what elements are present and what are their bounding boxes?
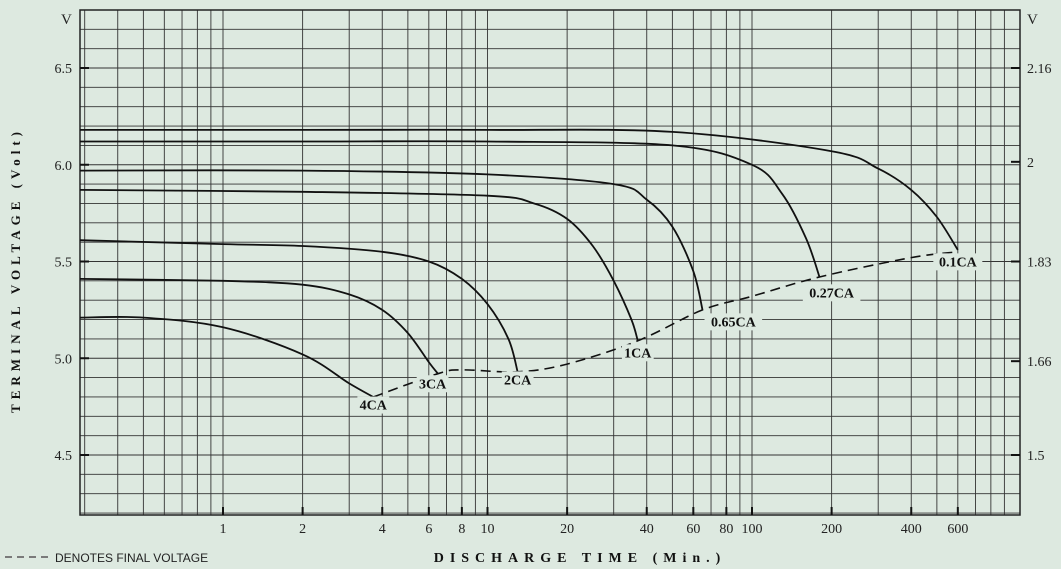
x-tick-label: 400 bbox=[901, 522, 922, 537]
axis-ticks: 1 2 4 6 8 10 20 40 60 80 100 200 400 600 4.5 5.0 5.5 6.0 6… bbox=[55, 62, 1052, 537]
curve-label: 2CA bbox=[504, 373, 532, 388]
curve-label-bg bbox=[357, 396, 390, 414]
x-tick-label: 60 bbox=[686, 522, 700, 537]
curve-label: 4CA bbox=[360, 399, 388, 414]
curve-label-bg bbox=[621, 344, 654, 362]
curve-labels: 4CA 3CA 2CA 1CA 0.65CA 0.27CA 0.1CA bbox=[357, 253, 983, 414]
y-tick-label-left: 6.5 bbox=[55, 62, 73, 77]
x-tick-label: 2 bbox=[299, 522, 306, 537]
y-unit-right: V bbox=[1027, 12, 1038, 28]
plot-frame bbox=[79, 9, 1021, 516]
x-axis-label: DISCHARGE TIME (Min.) bbox=[434, 551, 727, 566]
x-tick-label: 8 bbox=[458, 522, 465, 537]
x-tick-label: 1 bbox=[220, 522, 227, 537]
y-tick-label-right: 2 bbox=[1027, 156, 1034, 171]
y-unit-left: V bbox=[61, 12, 72, 28]
curve-2ca bbox=[79, 239, 519, 373]
curve-4ca bbox=[79, 315, 374, 398]
x-tick-label: 80 bbox=[719, 522, 733, 537]
x-tick-label: 200 bbox=[821, 522, 842, 537]
final-voltage-curve bbox=[373, 251, 958, 398]
curve-label: 0.27CA bbox=[809, 286, 855, 301]
x-tick-label: 100 bbox=[742, 522, 763, 537]
curve-label-bg bbox=[501, 371, 534, 389]
x-tick-label: 4 bbox=[379, 522, 386, 537]
y-tick-label-left: 5.5 bbox=[55, 256, 73, 271]
curve-3ca bbox=[79, 278, 439, 375]
curve-label-bg bbox=[416, 375, 449, 393]
y-tick-label-right: 1.66 bbox=[1027, 355, 1052, 370]
curve-label: 3CA bbox=[419, 377, 447, 392]
y-tick-label-right: 1.5 bbox=[1027, 449, 1045, 464]
curve-label-bg bbox=[704, 313, 763, 331]
curve-label: 0.1CA bbox=[939, 255, 978, 270]
curve-1ca bbox=[79, 189, 639, 342]
curve-0-27ca bbox=[79, 140, 821, 278]
y-tick-label-left: 5.0 bbox=[55, 352, 73, 367]
y-tick-label-right: 1.83 bbox=[1027, 256, 1052, 271]
y-tick-label-right: 2.16 bbox=[1027, 62, 1052, 77]
legend: DENOTES FINAL VOLTAGE bbox=[5, 551, 208, 565]
x-tick-label: 10 bbox=[481, 522, 495, 537]
curve-label: 0.65CA bbox=[711, 315, 757, 330]
x-tick-label: 600 bbox=[947, 522, 968, 537]
x-tick-label: 40 bbox=[640, 522, 654, 537]
y-tick-label-left: 6.0 bbox=[55, 159, 73, 174]
discharge-curves bbox=[79, 128, 959, 398]
curve-0-65ca bbox=[79, 169, 704, 311]
curve-label: 1CA bbox=[624, 346, 652, 361]
final-voltage-line bbox=[373, 251, 958, 398]
curve-label-bg bbox=[802, 284, 861, 302]
x-tick-label: 6 bbox=[425, 522, 432, 537]
y-axis-label: TERMINAL VOLTAGE (Volt) bbox=[8, 127, 23, 413]
y-tick-label-left: 4.5 bbox=[55, 449, 73, 464]
curve-0-1ca bbox=[80, 128, 959, 251]
grid-lines bbox=[80, 10, 1020, 515]
x-tick-label: 20 bbox=[560, 522, 574, 537]
curve-label-bg bbox=[933, 253, 983, 271]
legend-text: DENOTES FINAL VOLTAGE bbox=[55, 551, 208, 565]
